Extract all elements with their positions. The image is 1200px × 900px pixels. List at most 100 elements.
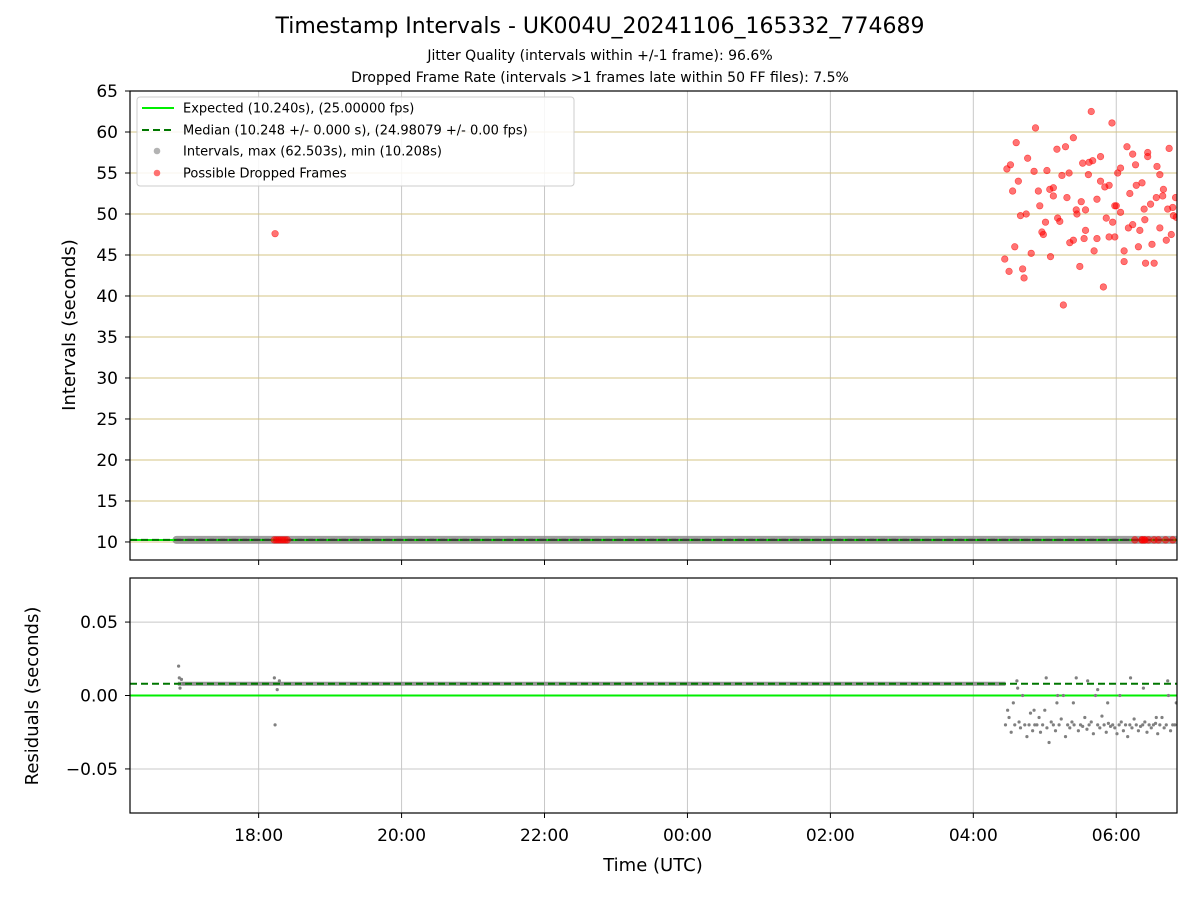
residual-point <box>1102 723 1106 727</box>
dropped-frame-point <box>283 536 291 544</box>
dropped-frame-point <box>1164 205 1172 213</box>
residual-point <box>1153 721 1158 726</box>
dropped-frame-point <box>1049 192 1057 200</box>
intervals-y-tick-label: 40 <box>96 287 118 307</box>
residual-point <box>179 677 184 681</box>
x-tick-label: 20:00 <box>377 826 426 846</box>
dropped-frame-point <box>1009 187 1017 195</box>
intervals-axes-frame <box>129 90 1178 561</box>
dropped-frame-point <box>1034 187 1042 195</box>
residual-point <box>1147 723 1151 727</box>
dropped-frame-point <box>1132 181 1140 189</box>
dropped-frame-point <box>1141 216 1149 224</box>
dropped-frame-point <box>1171 193 1177 202</box>
dropped-frame-point <box>1161 536 1170 544</box>
dropped-frame-point <box>1069 236 1077 244</box>
dropped-frame-point <box>1126 189 1134 198</box>
dropped-frame-point <box>1116 208 1125 216</box>
residual-point <box>1017 720 1021 724</box>
residual-point <box>1096 723 1100 727</box>
dropped-frame-point <box>1152 193 1160 202</box>
dropped-frame-point <box>1020 274 1028 282</box>
residual-point <box>1123 723 1128 727</box>
residual-point <box>1070 720 1074 724</box>
dropped-frame-point <box>1093 234 1101 243</box>
dropped-frame-point <box>1176 539 1177 541</box>
residual-point <box>1118 693 1122 698</box>
residual-point <box>1037 715 1041 720</box>
residual-point <box>1134 723 1138 727</box>
residual-point <box>1126 735 1130 739</box>
dropped-frame-point <box>1156 171 1164 179</box>
residual-point <box>1041 723 1045 727</box>
dropped-frame-point <box>1131 161 1140 169</box>
dropped-frame-point <box>1146 200 1155 208</box>
dropped-frame-point <box>1087 107 1095 116</box>
dropped-frame-point <box>1136 226 1144 234</box>
residual-point <box>1045 726 1049 730</box>
residual-point <box>1074 676 1078 680</box>
residual-point <box>1093 693 1098 698</box>
x-tick-label: 02:00 <box>806 826 855 846</box>
intervals-y-tick-label: 20 <box>96 451 118 471</box>
residual-point <box>1013 723 1017 727</box>
dropped-frame-point <box>1081 206 1090 214</box>
residual-point <box>1063 735 1068 739</box>
dropped-frame-point <box>1184 537 1191 544</box>
dropped-frame-point <box>1046 185 1054 193</box>
residual-point <box>1032 708 1036 712</box>
residual-point <box>1096 688 1100 692</box>
dropped-frame-point <box>1116 164 1125 172</box>
x-tick-label: 06:00 <box>1092 826 1141 846</box>
dropped-frame-point <box>1108 119 1116 127</box>
residual-point <box>273 723 277 727</box>
dropped-frame-point <box>1105 233 1113 241</box>
residual-point <box>1145 730 1149 734</box>
residual-point <box>1028 711 1033 715</box>
residual-point <box>1158 723 1162 727</box>
dropped-frame-point <box>1159 185 1168 193</box>
dropped-frame-point <box>1111 202 1119 210</box>
residual-point <box>1168 729 1173 733</box>
dropped-frame-point <box>1038 228 1046 236</box>
dropped-frame-point <box>1194 537 1200 544</box>
residual-point <box>1173 723 1177 727</box>
dropped-frame-point <box>1129 150 1137 158</box>
time-x-axis-label: Time (UTC) <box>602 855 703 876</box>
intervals-y-axis-label: Intervals (seconds) <box>59 239 80 411</box>
residual-point <box>1044 676 1048 680</box>
residual-point <box>1038 730 1043 734</box>
intervals-y-tick-label: 65 <box>96 82 118 102</box>
residual-point <box>1003 723 1008 727</box>
legend-box <box>136 96 575 187</box>
intervals-y-tick-label: 30 <box>96 369 118 389</box>
residual-point <box>1115 732 1119 736</box>
dropped-frame-point <box>1144 152 1152 161</box>
dropped-frame-point <box>1054 214 1062 222</box>
residual-point <box>1051 723 1055 727</box>
residual-point <box>1015 679 1019 683</box>
residual-point <box>1149 726 1153 730</box>
residual-point <box>1087 723 1091 727</box>
residuals-y-axis-label: Residuals (seconds) <box>22 607 43 786</box>
residual-point <box>272 676 276 680</box>
residual-point <box>1166 679 1170 683</box>
residual-point <box>1160 715 1164 720</box>
dropped-frame-point <box>1024 154 1032 162</box>
dropped-frame-point <box>1090 247 1098 255</box>
dropped-frame-point <box>1150 259 1158 267</box>
residual-point <box>1049 720 1053 724</box>
dropped-frame-point <box>1167 230 1175 239</box>
residual-point <box>178 686 182 690</box>
legend-intervals-swatch <box>153 147 161 155</box>
residuals-panel: 18:00 20:00 22:00 00:00 02:00 04:00 06:00 0.05 0… <box>66 577 1178 846</box>
residuals-y-tick-label: 0.00 <box>80 687 118 707</box>
dropped-frame-point <box>1124 224 1133 232</box>
dropped-frame-point <box>1019 265 1027 273</box>
residual-point <box>1055 701 1059 705</box>
dropped-frame-point <box>1081 226 1090 234</box>
residual-point <box>1059 717 1063 721</box>
residual-point <box>1072 723 1076 727</box>
residual-point <box>1143 720 1147 724</box>
